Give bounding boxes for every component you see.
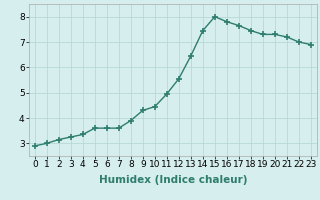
X-axis label: Humidex (Indice chaleur): Humidex (Indice chaleur) bbox=[99, 175, 247, 185]
